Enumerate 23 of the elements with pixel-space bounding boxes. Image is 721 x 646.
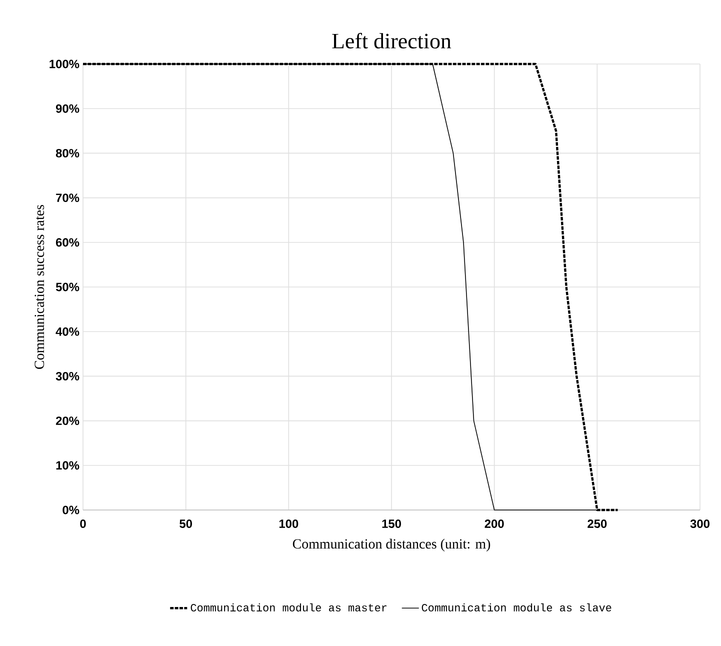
x-tick-label: 0 [80, 520, 86, 528]
x-axis-title: Communication distances (unit: m) [292, 538, 490, 552]
y-tick-label: 60% [56, 238, 80, 247]
x-tick-label: 250 [588, 520, 607, 528]
chart-title: Left direction [332, 32, 452, 49]
legend-label: Communication module as slave [422, 603, 612, 612]
y-tick-label: 50% [56, 282, 80, 292]
y-tick-label: 90% [56, 104, 80, 113]
x-tick-label: 100 [279, 520, 298, 528]
y-tick-label: 100% [50, 60, 80, 68]
y-tick-label: 40% [56, 327, 80, 336]
y-tick-label: 80% [56, 148, 80, 158]
y-tick-label: 70% [56, 194, 80, 202]
x-tick-label: 150 [382, 520, 401, 528]
y-tick-label: 20% [56, 416, 80, 426]
x-tick-label: 200 [484, 520, 504, 528]
x-tick-label: 50 [180, 520, 192, 528]
legend-label: Communication module as master [190, 603, 386, 612]
x-tick-label: 300 [690, 520, 710, 528]
y-tick-label: 30% [56, 372, 80, 380]
y-tick-label: 0% [62, 506, 80, 514]
y-axis-title: Communication success rates [34, 204, 44, 369]
y-tick-label: 10% [56, 461, 80, 470]
